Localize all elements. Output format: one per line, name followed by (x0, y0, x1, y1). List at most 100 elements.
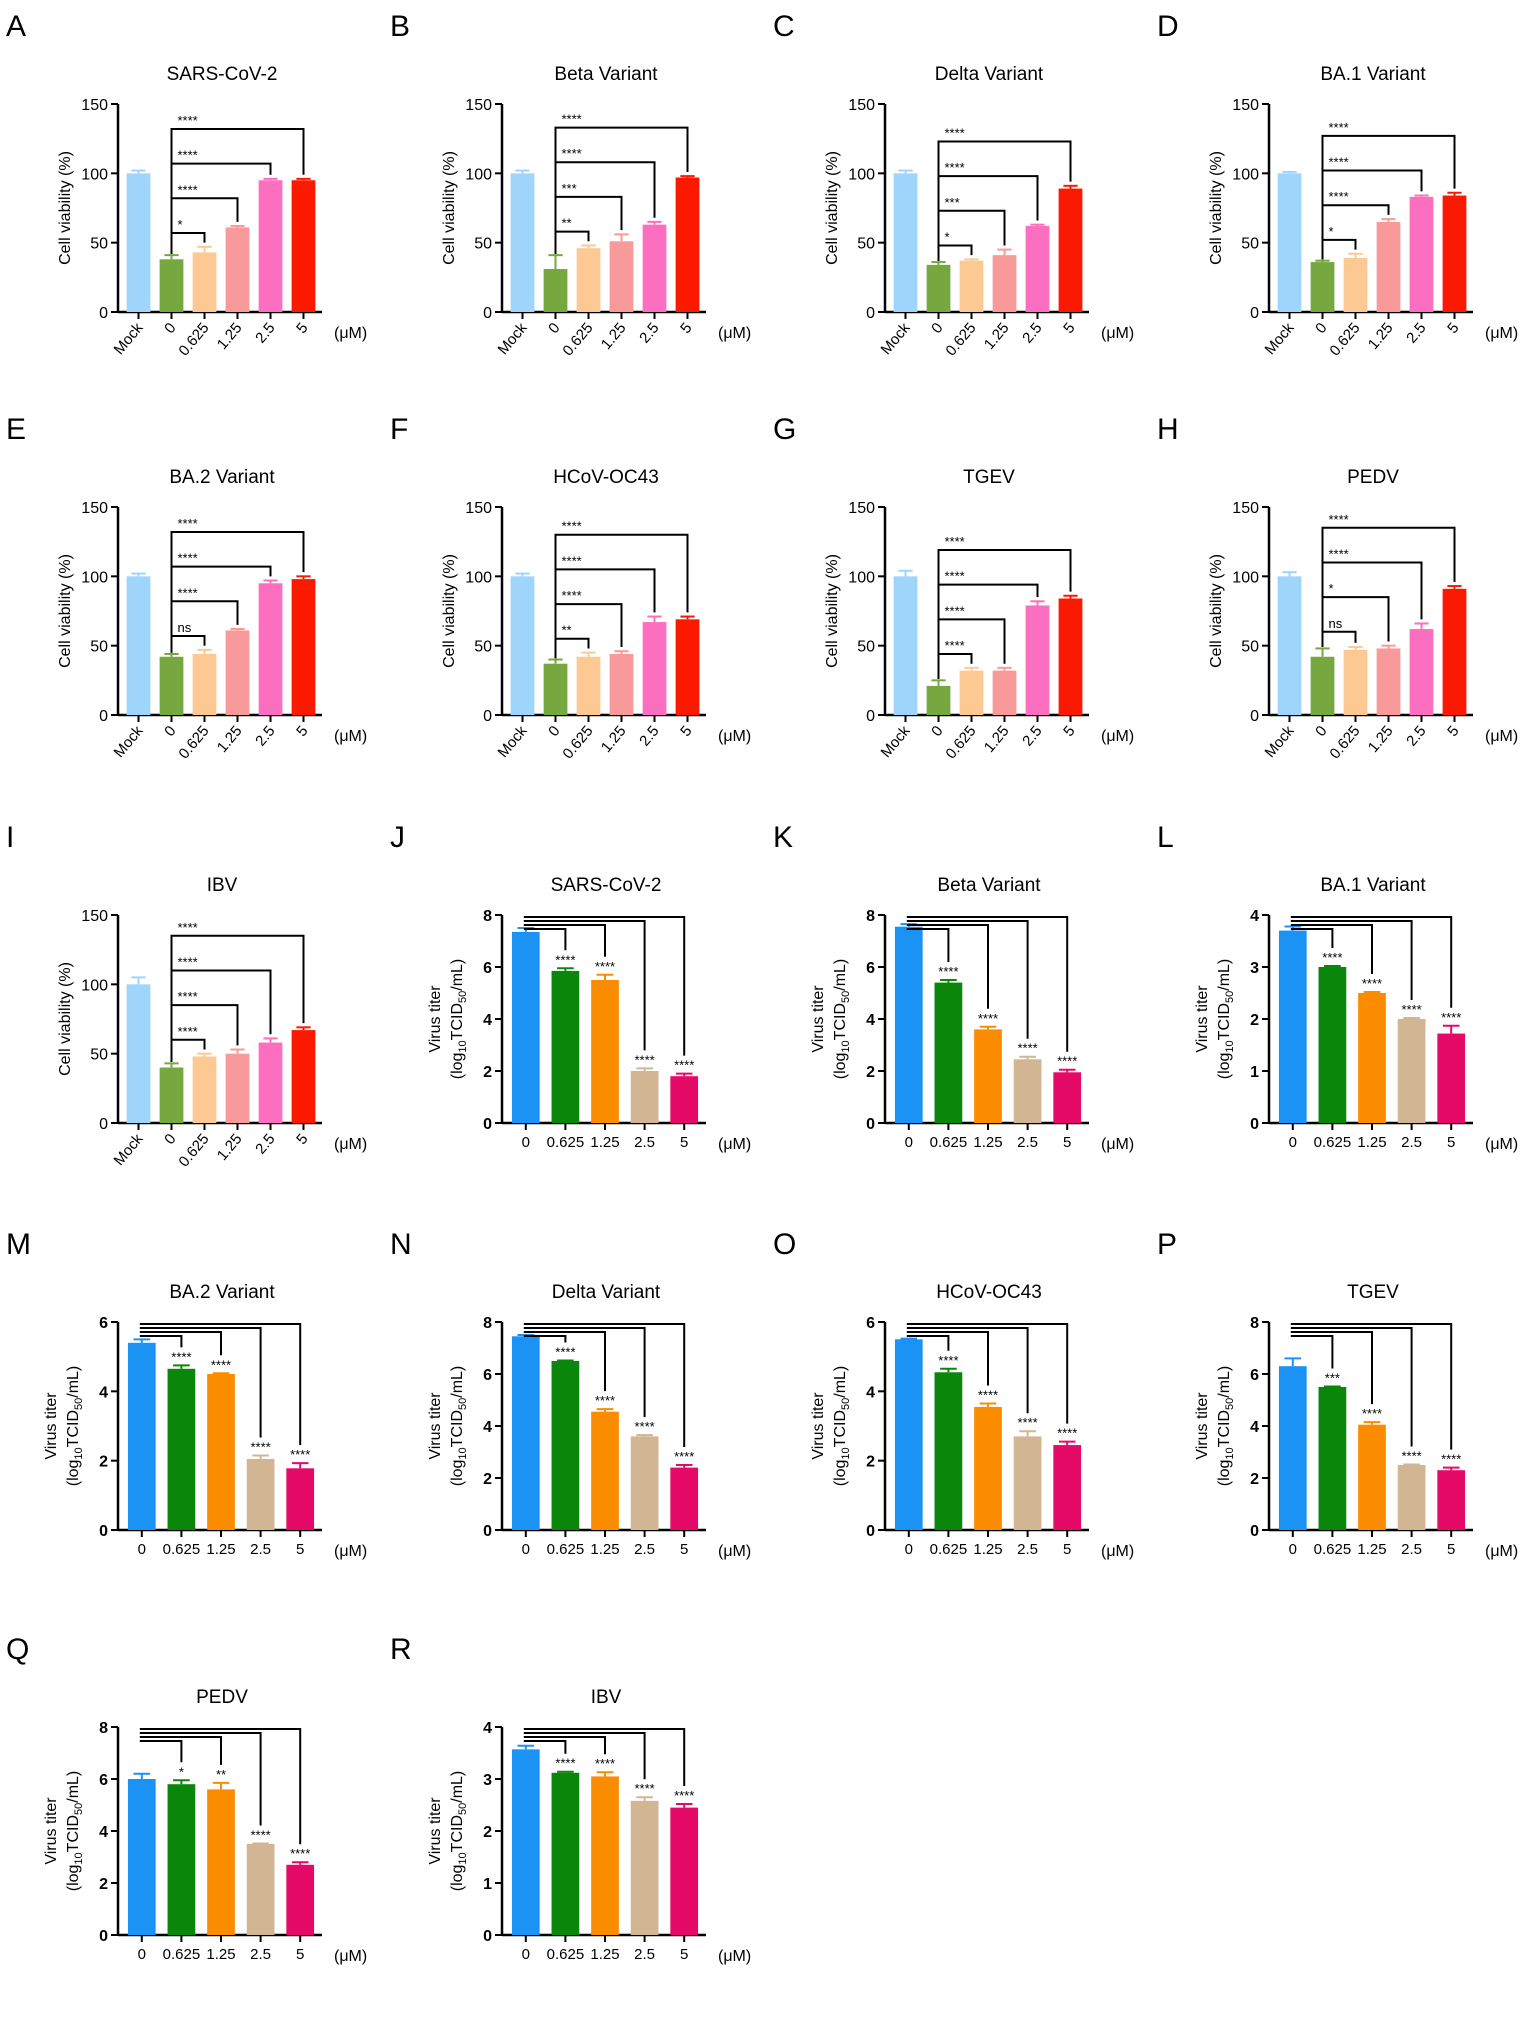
significance-label: **** (938, 1353, 958, 1368)
significance-label: **** (945, 638, 965, 653)
panel-letter: L (1157, 821, 1174, 854)
bar-0 (159, 259, 184, 312)
bar-0.625 (959, 260, 984, 312)
x-tick-label: 2.5 (1017, 1134, 1038, 1151)
significance-bracket (523, 920, 646, 1051)
bar-2.5 (642, 224, 667, 312)
y-label-part: (log (1216, 1053, 1233, 1080)
panel-Q: Q PEDV 0 2 4 6 8 Virus titer (log10TCID50/mL) 0 0.… (0, 1623, 384, 2028)
significance-label: **** (945, 160, 965, 175)
bar-2.5 (1397, 1019, 1426, 1123)
x-unit-label: (μM) (334, 325, 367, 342)
panel-B: B Beta Variant 0 50 100 150 Cell viability (%)… (384, 0, 768, 405)
bar-1.25 (992, 670, 1017, 715)
significance-bracket (170, 969, 272, 1062)
x-tick-label: 1.25 (214, 723, 246, 756)
x-tick-label: 1.25 (1365, 723, 1397, 756)
x-tick-label: 0.625 (930, 1134, 968, 1151)
x-tick-label: 0.625 (1314, 1134, 1352, 1151)
x-unit-label: (μM) (1485, 728, 1518, 745)
x-tick-label: 0.625 (559, 320, 596, 360)
panel-R: R IBV 0 1 2 3 4 Virus titer (log10TCID50/mL) 0 0.6… (384, 1623, 768, 2028)
panel-letter: Q (6, 1633, 29, 1666)
x-tick-label: 0 (928, 320, 946, 337)
significance-label: **** (250, 1827, 270, 1842)
panel-letter: F (390, 413, 408, 446)
y-tick-label: 150 (465, 97, 492, 114)
significance-bracket (937, 140, 1072, 261)
panel-letter: E (6, 413, 26, 446)
x-tick-label: 1.25 (598, 723, 630, 756)
x-unit-label: (μM) (1101, 1543, 1134, 1560)
y-tick-label: 0 (483, 1928, 492, 1945)
significance-bracket (139, 1335, 183, 1348)
y-tick-label: 0 (99, 708, 108, 725)
y-label-part: 50 (457, 1398, 469, 1410)
significance-label: **** (178, 920, 198, 935)
x-unit-label: (μM) (718, 325, 751, 342)
bar-1.25 (1376, 648, 1401, 715)
chart-title: Beta Variant (937, 875, 1041, 896)
chart-title: Beta Variant (554, 64, 658, 85)
y-tick-label: 0 (483, 1116, 492, 1133)
x-tick-label: 1.25 (598, 320, 630, 353)
x-tick-label: 0.625 (163, 1946, 201, 1963)
significance-label: **** (945, 603, 965, 618)
panel-letter: D (1157, 10, 1179, 43)
significance-label: **** (562, 553, 582, 568)
y-label-part: (log (449, 1460, 466, 1487)
y-axis-label: Virus titer (43, 1392, 60, 1460)
bar-0 (511, 1336, 540, 1530)
x-tick-label: 5 (293, 320, 311, 337)
x-unit-label: (μM) (1101, 728, 1134, 745)
x-tick-label: 0 (522, 1541, 530, 1558)
y-tick-label: 6 (483, 960, 492, 977)
y-label-part: TCID (1216, 1003, 1233, 1040)
y-axis-label-units: (log10TCID50/mL) (832, 959, 852, 1080)
bar-2.5 (1013, 1436, 1042, 1530)
y-label-part: 50 (840, 991, 852, 1003)
bar-Mock (510, 576, 535, 715)
y-tick-label: 2 (483, 1471, 492, 1488)
significance-bracket (523, 1732, 646, 1780)
significance-bracket (523, 1740, 567, 1754)
x-tick-label: 1.25 (590, 1134, 619, 1151)
y-tick-label: 0 (1250, 1523, 1259, 1540)
y-label-part: 10 (73, 1852, 85, 1864)
significance-label: **** (1017, 1041, 1037, 1056)
y-tick-label: 0 (866, 1523, 875, 1540)
chart-title: Delta Variant (935, 64, 1044, 85)
panel-D: D BA.1 Variant 0 50 100 150 Cell viability (%)… (1151, 0, 1535, 405)
figure: A SARS-CoV-2 0 50 100 150 Cell viability (%) Mo… (6, 0, 1535, 1965)
significance-label: **** (178, 148, 198, 163)
panel-J: J SARS-CoV-2 0 2 4 6 8 Virus titer (log10TCID50/… (384, 811, 768, 1216)
y-axis-label: Virus titer (427, 1797, 444, 1865)
x-tick-label: 0.625 (1326, 723, 1363, 763)
y-axis-label-units: (log10TCID50/mL) (1216, 1366, 1236, 1487)
y-tick-label: 150 (848, 97, 875, 114)
y-axis-label: Virus titer (43, 1797, 60, 1865)
y-axis-label: Virus titer (1194, 1392, 1211, 1460)
y-tick-label: 100 (848, 569, 875, 586)
significance-bracket (139, 1736, 222, 1765)
significance-bracket (523, 1331, 606, 1392)
x-tick-label: 5 (1447, 1541, 1455, 1558)
x-tick-label: 0 (928, 723, 946, 740)
bar-0.625 (576, 656, 601, 715)
x-tick-label: 2.5 (1019, 320, 1045, 347)
bar-5 (1442, 588, 1467, 715)
y-axis-label: Cell viability (%) (1208, 554, 1225, 668)
y-tick-label: 4 (483, 1012, 492, 1029)
significance-bracket (906, 920, 1029, 1039)
panel-C: C Delta Variant 0 50 100 150 Cell viability (%… (767, 0, 1151, 405)
bar-Mock (893, 173, 918, 312)
x-tick-label: 5 (680, 1946, 688, 1963)
bar-0 (1278, 1366, 1307, 1530)
y-label-part: TCID (832, 1003, 849, 1040)
y-label-part: /mL) (832, 1366, 849, 1398)
